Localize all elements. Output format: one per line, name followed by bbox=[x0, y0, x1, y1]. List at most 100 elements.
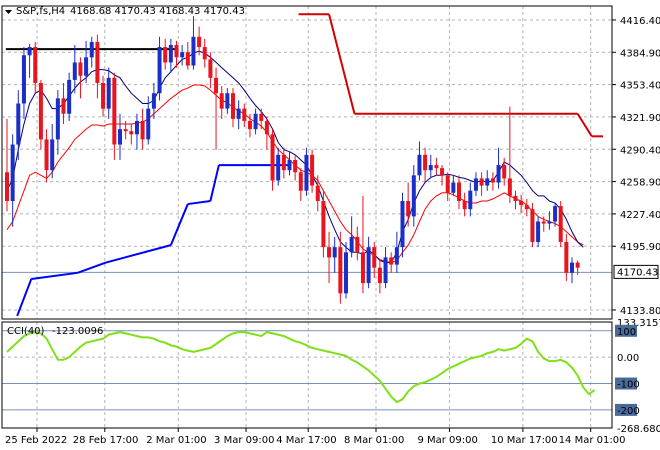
candle-body bbox=[168, 44, 173, 63]
cci-tick-label: 100 bbox=[617, 327, 636, 338]
bearish-candle bbox=[406, 182, 411, 227]
bearish-candle bbox=[462, 192, 467, 217]
candle-body bbox=[67, 79, 72, 114]
price-tick-label: 4195.90 bbox=[620, 242, 660, 253]
bearish-candle bbox=[38, 79, 43, 150]
bearish-candle bbox=[163, 38, 168, 70]
current-price-box bbox=[613, 264, 659, 279]
candle-body bbox=[360, 252, 365, 284]
candle-body bbox=[428, 165, 433, 171]
stop-lower-segment bbox=[16, 278, 33, 317]
candle-body bbox=[298, 172, 303, 191]
candle-body bbox=[95, 41, 100, 83]
bearish-candle bbox=[242, 103, 247, 128]
bearish-candle bbox=[389, 252, 394, 273]
cci-plot-frame bbox=[1, 321, 613, 429]
date-tick-label: 4 Mar 17:00 bbox=[276, 435, 336, 446]
candle-body bbox=[191, 36, 196, 66]
stop-upper-segment bbox=[576, 113, 593, 137]
candle-body bbox=[197, 36, 202, 48]
bearish-candle bbox=[140, 108, 145, 150]
candle-body bbox=[558, 206, 563, 243]
candle-body bbox=[281, 154, 286, 171]
candle-body bbox=[259, 113, 264, 121]
candle-body bbox=[553, 206, 558, 222]
bearish-candle bbox=[202, 38, 207, 68]
candle-body bbox=[174, 44, 179, 58]
candle-body bbox=[208, 59, 213, 78]
bearish-candle bbox=[208, 52, 213, 89]
bullish-candle bbox=[366, 236, 371, 289]
stop-upper-segment bbox=[328, 13, 356, 115]
bullish-candle bbox=[168, 38, 173, 73]
candle-body bbox=[406, 200, 411, 217]
candle-body bbox=[479, 178, 484, 186]
bearish-candle bbox=[327, 231, 332, 284]
cci-plot bbox=[6, 331, 596, 404]
bullish-candle bbox=[468, 182, 473, 217]
bearish-candle bbox=[123, 120, 128, 140]
bearish-candle bbox=[360, 195, 365, 294]
bearish-candle bbox=[95, 34, 100, 99]
bearish-candle bbox=[423, 147, 428, 183]
bearish-candle bbox=[338, 231, 343, 304]
candle-body bbox=[349, 236, 354, 253]
candle-body bbox=[507, 178, 512, 196]
bearish-candle bbox=[61, 82, 66, 125]
candle-body bbox=[134, 120, 139, 135]
main-plot-frame bbox=[1, 5, 613, 320]
bearish-candle bbox=[247, 113, 252, 138]
price-tick-label: 4227.40 bbox=[620, 210, 660, 221]
candle-body bbox=[140, 120, 145, 140]
candle-body bbox=[61, 98, 66, 114]
bearish-candle bbox=[112, 72, 117, 160]
date-tick-label: 2 Mar 01:00 bbox=[146, 435, 206, 446]
bullish-candle bbox=[72, 44, 77, 94]
cci-level-tag bbox=[615, 324, 637, 337]
candle-body bbox=[118, 129, 122, 145]
candle-body bbox=[304, 154, 309, 191]
candle-body bbox=[490, 178, 495, 183]
bullish-candle bbox=[400, 192, 405, 258]
bullish-candle bbox=[485, 170, 490, 191]
symbol-label: S&P,fs,H4 bbox=[16, 6, 65, 17]
candle-body bbox=[33, 47, 38, 83]
candle-body bbox=[389, 257, 394, 265]
bearish-candle bbox=[355, 226, 360, 261]
dropdown-triangle-icon[interactable] bbox=[5, 10, 12, 14]
candle-body bbox=[321, 200, 326, 248]
bullish-candle bbox=[89, 36, 94, 68]
candle-body bbox=[541, 221, 546, 224]
candle-body bbox=[10, 144, 15, 201]
bearish-candle bbox=[259, 108, 264, 130]
candle-body bbox=[570, 262, 574, 273]
candle-body bbox=[366, 247, 371, 284]
bearish-candle bbox=[281, 147, 286, 179]
candle-body bbox=[473, 178, 478, 191]
candle-body bbox=[55, 98, 60, 140]
bearish-candle bbox=[434, 157, 439, 176]
bearish-candle bbox=[513, 190, 518, 210]
stop-lower-segment bbox=[77, 261, 107, 274]
bearish-candle bbox=[310, 149, 315, 193]
date-tick-label: 3 Mar 09:00 bbox=[214, 435, 274, 446]
bearish-candle bbox=[530, 203, 535, 248]
candle-body bbox=[163, 47, 168, 63]
candle-body bbox=[434, 165, 439, 169]
candle-body bbox=[151, 93, 156, 109]
bearish-candle bbox=[479, 172, 484, 196]
bearish-candle bbox=[231, 88, 235, 128]
bullish-candle bbox=[253, 108, 258, 135]
candle-body bbox=[214, 77, 219, 94]
bullish-candle bbox=[146, 96, 151, 145]
bearish-candle bbox=[197, 26, 202, 56]
bearish-candle bbox=[558, 200, 563, 248]
bearish-candle bbox=[519, 194, 524, 214]
candle-body bbox=[462, 200, 467, 210]
bullish-candle bbox=[191, 16, 196, 70]
bullish-candle bbox=[67, 72, 72, 121]
candle-body bbox=[485, 178, 490, 186]
candle-body bbox=[293, 159, 298, 173]
candle-body bbox=[231, 93, 235, 119]
